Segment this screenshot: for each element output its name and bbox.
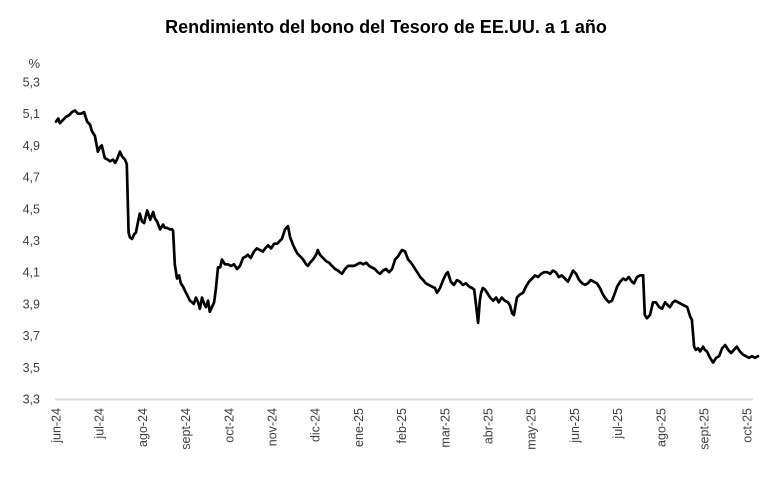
- y-tick-label: 4,5: [23, 202, 40, 216]
- x-tick-label: dic-24: [309, 408, 323, 442]
- x-tick-label: jul-25: [611, 408, 625, 440]
- y-axis-tick-labels: 5,3 5,1 4,9 4,7 4,5 4,3 4,1 3,9 3,7 3,5 3,3: [23, 76, 40, 407]
- yield-series-line: [54, 109, 760, 364]
- y-tick-label: 5,1: [23, 107, 40, 121]
- x-tick-label: nov-24: [266, 408, 280, 446]
- x-tick-label: jun-25: [568, 408, 582, 444]
- y-tick-label: 3,5: [23, 361, 40, 375]
- y-tick-label: 4,3: [23, 234, 40, 248]
- y-tick-label: 4,9: [23, 139, 40, 153]
- x-axis-tick-labels: jun-24 jul-24 ago-24 sept-24 oct-24 nov-24 dic…: [50, 408, 755, 450]
- y-tick-label: 4,7: [23, 171, 40, 185]
- y-tick-label: 3,3: [23, 393, 40, 407]
- x-tick-label: sept-24: [179, 408, 193, 450]
- x-tick-label: ago-25: [654, 408, 668, 447]
- x-tick-label: ago-24: [136, 408, 150, 447]
- y-axis-unit-label: %: [28, 56, 40, 71]
- x-tick-label: oct-24: [222, 408, 236, 443]
- x-tick-label: ene-25: [352, 408, 366, 447]
- x-tick-label: oct-25: [741, 408, 755, 443]
- y-tick-label: 4,1: [23, 266, 40, 280]
- x-tick-label: may-25: [525, 408, 539, 450]
- x-tick-label: feb-25: [395, 408, 409, 443]
- x-tick-label: abr-25: [482, 408, 496, 444]
- x-tick-label: jun-24: [50, 408, 64, 444]
- chart-title: Rendimiento del bono del Tesoro de EE.UU…: [165, 17, 607, 37]
- y-tick-label: 5,3: [23, 76, 40, 90]
- x-tick-label: mar-25: [438, 408, 452, 448]
- y-tick-label: 3,7: [23, 329, 40, 343]
- x-tick-label: jul-24: [93, 408, 107, 440]
- x-tick-label: sept-25: [698, 408, 712, 450]
- y-tick-label: 3,9: [23, 297, 40, 311]
